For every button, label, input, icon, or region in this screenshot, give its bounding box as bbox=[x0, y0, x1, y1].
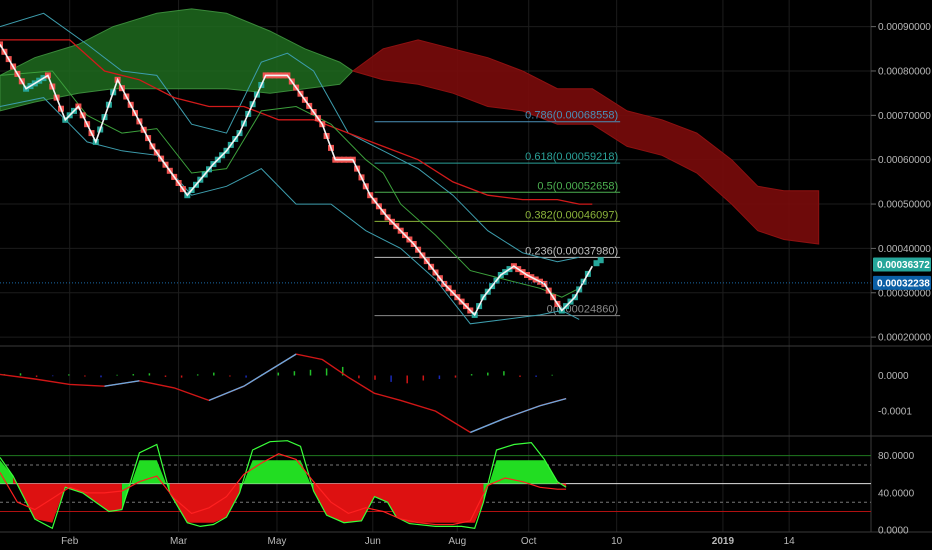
price-tick-label: 0.00060000 bbox=[878, 155, 931, 166]
oscillator-tick-label: 0.0000 bbox=[878, 526, 909, 537]
macd-line-rising-segment bbox=[243, 369, 271, 387]
price-tick-label: 0.00090000 bbox=[878, 22, 931, 33]
price-tag-background bbox=[873, 275, 931, 290]
time-tick-label: Oct bbox=[521, 536, 537, 547]
price-tick-label: 0.00070000 bbox=[878, 111, 931, 122]
time-axis[interactable]: Feb Mar May Jun Aug Oct 10 2019 14 bbox=[61, 536, 795, 547]
macd-tick-label: -0.0001 bbox=[878, 407, 912, 418]
macd-line-rising-segment bbox=[208, 385, 245, 402]
time-tick-label: May bbox=[268, 536, 287, 547]
time-tick-label: Aug bbox=[448, 536, 466, 547]
time-tick-label: 2019 bbox=[712, 536, 735, 547]
macd-line-rising-segment bbox=[470, 417, 506, 434]
macd-axis[interactable]: 0.0000 -0.0001 bbox=[878, 371, 912, 418]
oscillator-axis[interactable]: 80.0000 40.0000 0.0000 bbox=[878, 451, 915, 537]
price-tick-label: 0.00040000 bbox=[878, 244, 931, 255]
bollinger-upper-band bbox=[0, 12, 580, 263]
oscillator-tick-label: 40.0000 bbox=[878, 488, 915, 499]
fibonacci-retracement[interactable]: 0.786(0.00068558) 0.618(0.00059218) 0.5(0.… bbox=[374, 110, 621, 317]
time-tick-label: Mar bbox=[170, 536, 188, 547]
time-tick-label: Jun bbox=[365, 536, 381, 547]
last-price-tag: 0.00036372 bbox=[873, 257, 931, 272]
price-tick-label: 0.00020000 bbox=[878, 333, 931, 344]
ichimoku-cloud-bullish bbox=[0, 8, 354, 112]
fib-level-label: 0.382(0.00046097) bbox=[525, 209, 618, 221]
renko-brick bbox=[593, 260, 600, 267]
rsi-line bbox=[0, 453, 567, 526]
fib-level-label: 0.5(0.00052658) bbox=[537, 180, 618, 192]
macd-tick-label: 0.0000 bbox=[878, 371, 909, 382]
price-tick-label: 0.00080000 bbox=[878, 66, 931, 77]
tenkan-sen-line bbox=[0, 70, 580, 298]
price-line bbox=[0, 43, 593, 317]
stochastic-line bbox=[0, 440, 567, 530]
macd-line-rising-segment bbox=[269, 353, 297, 371]
renko-brick bbox=[597, 257, 604, 264]
fib-level-label: 0.236(0.00037980) bbox=[525, 245, 618, 257]
macd-panel[interactable] bbox=[0, 353, 567, 434]
price-panel[interactable]: 0.786(0.00068558) 0.618(0.00059218) 0.5(0.… bbox=[0, 8, 871, 338]
oscillator-panel[interactable] bbox=[0, 440, 871, 530]
fib-level-label: 0.618(0.00059218) bbox=[525, 151, 618, 163]
ichimoku-cloud-bearish bbox=[351, 39, 820, 245]
kijun-sen-line bbox=[0, 39, 593, 205]
macd-line-rising-segment bbox=[504, 405, 541, 419]
macd-line-rising-segment bbox=[104, 380, 140, 387]
oscillator-fill-bullish bbox=[0, 460, 558, 510]
price-axis[interactable]: 0.00020000 0.00030000 0.00040000 0.00050000… bbox=[871, 22, 931, 344]
price-tags: 0.00036372 0.00032238 bbox=[873, 257, 931, 290]
fib-level-label: 0.786(0.00068558) bbox=[525, 110, 618, 122]
time-tick-label: Feb bbox=[61, 536, 79, 547]
oscillator-tick-label: 80.0000 bbox=[878, 451, 915, 462]
price-tag-background bbox=[873, 257, 931, 272]
bollinger-lower-band bbox=[0, 97, 580, 325]
macd-histogram bbox=[3, 366, 553, 384]
time-tick-label: 10 bbox=[611, 536, 623, 547]
price-tick-label: 0.00030000 bbox=[878, 288, 931, 299]
renko-brick bbox=[0, 41, 3, 48]
price-tick-label: 0.00050000 bbox=[878, 200, 931, 211]
current-price-tag: 0.00032238 bbox=[873, 275, 931, 290]
price-tag-label: 0.00032238 bbox=[877, 278, 930, 289]
price-tag-label: 0.00036372 bbox=[877, 260, 930, 271]
macd-line-rising-segment bbox=[539, 397, 567, 407]
time-tick-label: 14 bbox=[784, 536, 796, 547]
oscillator-fill-bearish bbox=[13, 476, 567, 523]
